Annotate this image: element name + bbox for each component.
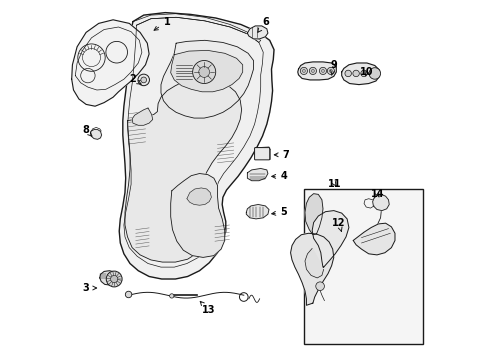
- Circle shape: [368, 68, 380, 79]
- Polygon shape: [161, 40, 253, 118]
- Text: 1: 1: [154, 17, 170, 30]
- Text: 11: 11: [327, 179, 341, 189]
- Text: 9: 9: [330, 60, 336, 75]
- Circle shape: [192, 60, 215, 84]
- Text: 5: 5: [271, 207, 287, 217]
- Circle shape: [319, 67, 326, 75]
- Text: 4: 4: [271, 171, 287, 181]
- Circle shape: [329, 69, 332, 72]
- Polygon shape: [186, 188, 211, 205]
- Text: 7: 7: [274, 150, 289, 160]
- Text: 12: 12: [331, 218, 345, 231]
- Circle shape: [125, 291, 132, 298]
- Circle shape: [315, 282, 324, 291]
- Circle shape: [169, 294, 174, 298]
- Polygon shape: [247, 168, 267, 181]
- Bar: [303, 189, 422, 344]
- Circle shape: [352, 70, 359, 77]
- Circle shape: [368, 70, 375, 77]
- Polygon shape: [100, 271, 118, 285]
- Text: 13: 13: [200, 301, 215, 315]
- Polygon shape: [372, 194, 388, 211]
- Polygon shape: [305, 248, 323, 278]
- Circle shape: [141, 77, 146, 83]
- Circle shape: [311, 69, 314, 72]
- Circle shape: [309, 67, 316, 75]
- Circle shape: [321, 69, 324, 72]
- Circle shape: [138, 74, 149, 86]
- Polygon shape: [119, 13, 273, 279]
- Text: 6: 6: [257, 17, 269, 32]
- Circle shape: [360, 70, 366, 77]
- Text: 10: 10: [360, 67, 373, 77]
- Polygon shape: [352, 223, 394, 255]
- Polygon shape: [305, 194, 322, 235]
- Text: 14: 14: [370, 189, 384, 199]
- Circle shape: [326, 67, 334, 75]
- Polygon shape: [170, 174, 224, 257]
- Circle shape: [199, 67, 209, 77]
- Circle shape: [344, 70, 351, 77]
- Polygon shape: [247, 26, 267, 39]
- Circle shape: [302, 69, 305, 72]
- Polygon shape: [311, 211, 348, 267]
- Polygon shape: [125, 79, 241, 262]
- FancyBboxPatch shape: [254, 148, 269, 160]
- Polygon shape: [290, 233, 333, 305]
- Text: 8: 8: [82, 125, 92, 136]
- Polygon shape: [297, 62, 336, 80]
- Circle shape: [300, 67, 307, 75]
- Text: 2: 2: [129, 74, 141, 84]
- Text: 3: 3: [82, 283, 97, 293]
- Polygon shape: [170, 50, 242, 92]
- Polygon shape: [246, 204, 268, 219]
- Polygon shape: [132, 108, 152, 125]
- Polygon shape: [72, 20, 149, 106]
- Polygon shape: [341, 63, 379, 85]
- Circle shape: [106, 271, 122, 287]
- Circle shape: [110, 275, 118, 283]
- Polygon shape: [90, 130, 102, 139]
